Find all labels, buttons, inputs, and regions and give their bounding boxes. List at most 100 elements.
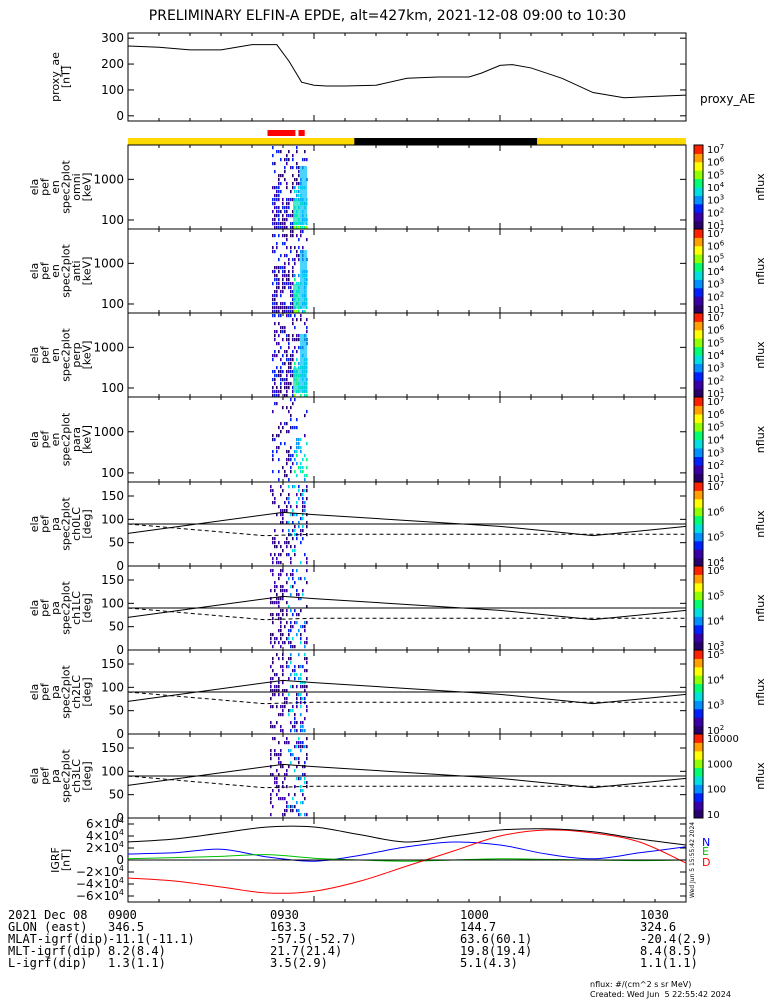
igrf-ytick-label: 6×104 xyxy=(86,816,124,831)
pa-ch2-colorbar-cell xyxy=(694,685,703,687)
pa-ch1-cell xyxy=(290,585,292,589)
pa-ch2-colorbar-exp: 5 xyxy=(720,648,724,656)
pa-ch3-cell xyxy=(304,777,306,781)
en-anti-cell xyxy=(278,266,280,270)
pa-ch0-cell xyxy=(300,541,302,545)
en-anti-cell xyxy=(304,310,306,314)
pa-ch3-cell xyxy=(278,773,280,777)
en-omni-cell xyxy=(276,190,278,194)
pa-ch3-cell xyxy=(288,793,290,797)
en-anti-cell xyxy=(298,246,300,250)
pa-ch0-cell xyxy=(300,561,302,565)
en-omni-cell xyxy=(274,162,276,166)
pa-ch0-colorbar-cell xyxy=(694,536,703,539)
pa-ch2-cell xyxy=(294,669,296,673)
en-para-colorbar-cell xyxy=(694,432,703,435)
en-anti-colorbar-cell xyxy=(694,310,703,313)
pa-ch3-colorbar-cell xyxy=(694,802,703,805)
en-para-colorbar-cell xyxy=(694,470,703,473)
pa-ch0-cell xyxy=(282,529,284,533)
en-perp-ylabel: en xyxy=(49,348,62,362)
pa-ch3-cell xyxy=(274,749,276,753)
pa-ch2-colorbar-cell xyxy=(694,727,703,729)
pa-ch0-cell xyxy=(274,501,276,505)
igrf-legend-n: N xyxy=(702,836,710,849)
en-perp-cell xyxy=(290,366,292,370)
pa-ch2-colorbar-cell xyxy=(694,720,703,722)
en-anti-cell xyxy=(272,270,274,274)
pa-ch0-cell xyxy=(304,505,306,509)
pa-ch2-cell xyxy=(272,693,274,697)
pa-ch1-cell xyxy=(306,569,308,573)
pa-ch0-cell xyxy=(302,525,304,529)
en-omni-cell xyxy=(292,166,294,170)
pa-ch3-cell xyxy=(304,797,306,801)
pa-ch3-cell xyxy=(304,745,306,749)
en-omni-cell xyxy=(304,226,306,230)
en-para-cell xyxy=(302,466,304,470)
en-omni-cell xyxy=(278,150,280,154)
en-para-cell xyxy=(304,474,306,478)
pa-ch1-cell xyxy=(292,645,294,649)
en-omni-colorbar-cell xyxy=(694,194,703,196)
pa-ch1-cell xyxy=(304,577,306,581)
en-omni-cell xyxy=(288,150,290,154)
en-omni-cell xyxy=(280,174,282,178)
en-para-cell xyxy=(294,398,296,402)
en-perp-frame xyxy=(127,312,687,398)
pa-ch3-colorbar-cell xyxy=(694,785,703,788)
pa-ch1-cell xyxy=(276,593,278,597)
en-omni-colorbar-cell xyxy=(694,147,703,150)
en-para-colorbar-cell xyxy=(694,406,703,409)
pa-ch1-cell xyxy=(272,645,274,649)
pa-ch1-cell xyxy=(306,641,308,645)
en-para-ylabel: spec2plot xyxy=(59,412,72,466)
en-para-cell xyxy=(300,462,302,466)
en-perp-cell xyxy=(286,394,288,398)
en-anti-colorbar-cell xyxy=(694,285,703,287)
pa-ch3-cell xyxy=(300,749,302,753)
en-anti-colorbar-cell xyxy=(694,268,703,271)
en-anti-cell xyxy=(280,266,282,270)
pa-ch1-cell xyxy=(296,569,298,573)
en-anti-cell xyxy=(286,246,288,250)
en-para-colorbar-tick: 104 xyxy=(707,434,725,447)
pa-ch0-cell xyxy=(274,541,276,545)
pa-ch3-cell xyxy=(296,801,298,805)
pa-ch2-cell xyxy=(270,721,272,725)
pa-ch0-colorbar-cell xyxy=(694,484,703,487)
en-perp-colorbar-cell xyxy=(694,318,703,321)
pa-ch1-colorbar-cell xyxy=(694,610,703,613)
en-omni-cell xyxy=(274,170,276,174)
en-perp-cell xyxy=(300,334,307,393)
en-anti-cell xyxy=(282,234,284,238)
en-omni-cell xyxy=(294,226,296,230)
en-omni-cell xyxy=(294,186,296,190)
en-para-cell xyxy=(286,422,288,426)
en-anti-colorbar-cell xyxy=(694,293,703,296)
en-perp-colorbar-cell xyxy=(694,348,703,350)
pa-ch0-cell xyxy=(296,537,298,541)
pa-ch2-colorbar-cell xyxy=(694,703,703,706)
en-para-cell xyxy=(288,430,290,434)
pa-ch1-colorbar-cell xyxy=(694,620,703,623)
en-omni-cell xyxy=(298,182,300,186)
pa-ch2-cell xyxy=(302,681,304,685)
en-perp-cell xyxy=(274,390,276,394)
pa-ch1-loss-cone-line xyxy=(127,595,687,621)
pa-ch1-colorbar-cell xyxy=(694,596,703,599)
pa-ch1-cell xyxy=(274,601,276,605)
en-perp-cell xyxy=(280,326,282,330)
pa-ch0-cell xyxy=(300,529,302,533)
en-omni-cell xyxy=(276,222,278,226)
en-anti-colorbar-cell xyxy=(694,245,703,248)
pa-ch1-cell xyxy=(274,589,276,593)
en-para-colorbar-cell xyxy=(694,426,703,429)
en-anti-cell xyxy=(294,246,296,250)
pa-ch3-colorbar-cell xyxy=(694,791,703,794)
en-perp-colorbar-exp: 2 xyxy=(720,374,724,382)
en-para-cell xyxy=(278,434,280,438)
en-para-cell xyxy=(272,454,274,458)
